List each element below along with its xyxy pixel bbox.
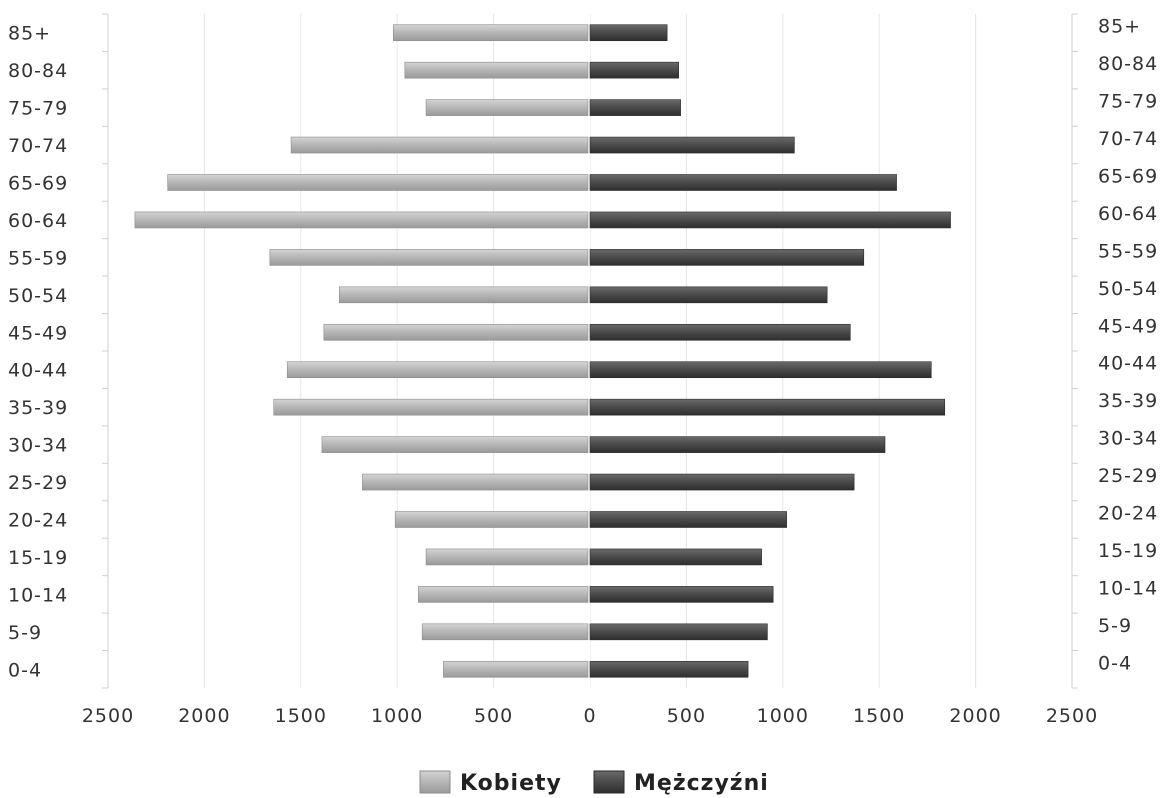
bar-mezczyzni <box>589 511 787 528</box>
category-label-left: 70-74 <box>8 135 68 157</box>
bar-kobiety <box>134 211 589 229</box>
bar-mezczyzni <box>589 473 855 491</box>
category-label-left: 80-84 <box>8 60 68 82</box>
bar-kobiety <box>392 24 589 42</box>
category-label-left: 15-19 <box>8 547 68 569</box>
category-label-right: 75-79 <box>1098 91 1158 113</box>
bar-mezczyzni <box>589 286 828 304</box>
legend-label-mezczyzni: Mężczyźni <box>634 771 769 796</box>
x-tick-label: 500 <box>474 705 513 727</box>
bar-mezczyzni <box>589 61 679 79</box>
x-tick-label: 2000 <box>949 705 1001 727</box>
bar-mezczyzni <box>589 361 932 379</box>
bar-kobiety <box>323 323 589 341</box>
legend-swatch-kobiety <box>419 770 451 794</box>
category-label-right: 10-14 <box>1098 577 1158 599</box>
bar-kobiety <box>273 398 589 416</box>
bar-mezczyzni <box>589 211 951 229</box>
bar-kobiety <box>425 548 589 566</box>
category-label-left: 55-59 <box>8 247 68 269</box>
category-label-right: 25-29 <box>1098 465 1158 487</box>
category-label-left: 10-14 <box>8 584 68 606</box>
category-label-right: 40-44 <box>1098 353 1158 375</box>
bar-mezczyzni <box>589 398 946 416</box>
category-label-right: 65-69 <box>1098 166 1158 188</box>
bar-kobiety <box>362 473 589 491</box>
bar-mezczyzni <box>589 323 851 341</box>
category-label-left: 50-54 <box>8 285 68 307</box>
category-label-right: 60-64 <box>1098 203 1158 225</box>
bar-kobiety <box>404 61 589 79</box>
bar-mezczyzni <box>589 660 749 678</box>
category-label-right: 35-39 <box>1098 390 1158 412</box>
bar-kobiety <box>269 249 589 266</box>
category-label-left: 65-69 <box>8 173 68 195</box>
bar-kobiety <box>321 436 589 453</box>
bar-kobiety <box>394 511 589 528</box>
legend-swatch-mezczyzni <box>593 770 625 794</box>
bars <box>134 24 951 678</box>
bar-mezczyzni <box>589 586 774 603</box>
category-label-left: 20-24 <box>8 510 68 532</box>
bar-kobiety <box>421 623 589 641</box>
bar-mezczyzni <box>589 174 897 191</box>
x-tick-label: 1000 <box>757 705 809 727</box>
category-label-left: 45-49 <box>8 322 68 344</box>
bar-kobiety <box>338 286 589 304</box>
bar-mezczyzni <box>589 548 762 566</box>
category-label-right: 80-84 <box>1098 53 1158 75</box>
category-label-right: 55-59 <box>1098 240 1158 262</box>
category-label-left: 35-39 <box>8 397 68 419</box>
bar-mezczyzni <box>589 99 681 116</box>
axes <box>102 13 1078 689</box>
category-label-right: 20-24 <box>1098 503 1158 525</box>
category-label-left: 60-64 <box>8 210 68 232</box>
bar-mezczyzni <box>589 136 795 154</box>
x-tick-label: 2500 <box>82 705 134 727</box>
category-label-right: 30-34 <box>1098 428 1158 450</box>
bar-kobiety <box>425 99 589 116</box>
bar-kobiety <box>418 586 589 603</box>
legend-label-kobiety: Kobiety <box>460 771 562 796</box>
x-tick-labels: 2500 2000 1500 1000 500 0 500 1000 1500 2000 2500 <box>82 705 1098 727</box>
x-tick-label: 0 <box>583 705 596 727</box>
category-labels: 85+ 85+ 80-84 80-84 75-79 75-79 70-74 70-74 65-6… <box>8 16 1158 682</box>
bar-kobiety <box>290 136 589 154</box>
x-tick-label: 2000 <box>178 705 230 727</box>
category-label-left: 5-9 <box>8 622 42 644</box>
category-label-right: 50-54 <box>1098 278 1158 300</box>
category-label-right: 45-49 <box>1098 315 1158 337</box>
x-tick-label: 1500 <box>853 705 905 727</box>
category-label-left: 30-34 <box>8 435 68 457</box>
bar-mezczyzni <box>589 436 886 453</box>
bar-mezczyzni <box>589 249 865 266</box>
category-label-right: 85+ <box>1098 16 1141 38</box>
category-label-left: 25-29 <box>8 472 68 494</box>
category-label-right: 70-74 <box>1098 128 1158 150</box>
x-tick-label: 1500 <box>275 705 327 727</box>
bar-kobiety <box>286 361 589 379</box>
x-tick-label: 500 <box>667 705 706 727</box>
legend: Kobiety Mężczyźni <box>419 770 769 796</box>
category-label-left: 85+ <box>8 23 51 45</box>
category-label-right: 15-19 <box>1098 540 1158 562</box>
category-label-right: 5-9 <box>1098 615 1132 637</box>
bar-kobiety <box>443 660 589 678</box>
category-label-right: 0-4 <box>1098 652 1132 674</box>
bar-kobiety <box>167 174 589 191</box>
x-tick-label: 2500 <box>1046 705 1098 727</box>
category-label-left: 75-79 <box>8 98 68 120</box>
category-label-left: 0-4 <box>8 659 42 681</box>
x-tick-label: 1000 <box>371 705 423 727</box>
category-label-left: 40-44 <box>8 360 68 382</box>
bar-mezczyzni <box>589 623 768 641</box>
bar-mezczyzni <box>589 24 668 42</box>
